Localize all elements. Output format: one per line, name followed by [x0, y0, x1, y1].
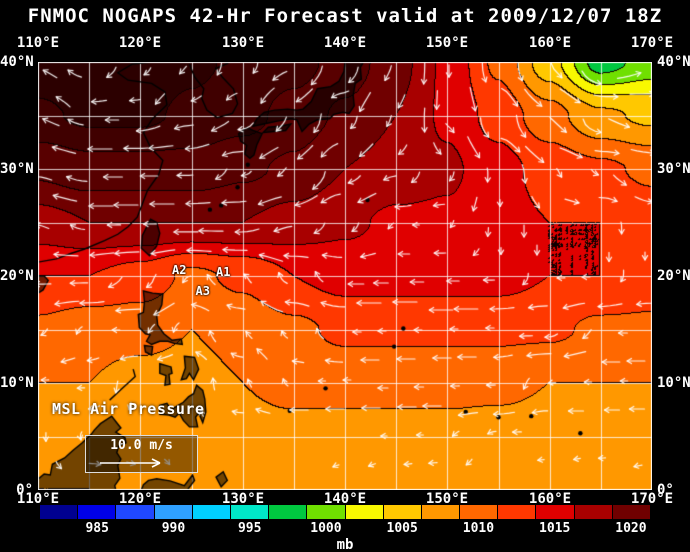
colorbar-tick-label: 1015	[539, 521, 571, 536]
colorbar-segment	[345, 505, 383, 519]
lat-tick-right-0: 0°	[657, 482, 674, 498]
colorbar-segment	[383, 505, 421, 519]
storm-marker-a1: A1	[215, 264, 231, 279]
colorbar-tick-label: 990	[161, 521, 186, 536]
lon-tick-bottom-140e: 140°E	[323, 491, 367, 507]
wind-scale-box: 10.0 m/s	[85, 435, 198, 473]
map-area: A2 A1 A3 MSL Air Pressure 10.0 m/s	[38, 62, 652, 490]
colorbar-segment	[116, 505, 154, 519]
lon-tick-top-140e: 140°E	[323, 35, 367, 51]
colorbar-segment	[307, 505, 345, 519]
storm-marker-a2: A2	[171, 262, 187, 277]
colorbar-segment	[230, 505, 269, 519]
lon-tick-top-130e: 130°E	[221, 35, 265, 51]
colorbar-tick-label: 1020	[615, 521, 647, 536]
lat-tick-right-30n: 30°N	[657, 161, 690, 177]
lat-tick-left-40n: 40°N	[0, 54, 34, 70]
lon-tick-bottom-120e: 120°E	[118, 491, 162, 507]
lon-tick-top-160e: 160°E	[528, 35, 572, 51]
lat-tick-right-40n: 40°N	[657, 54, 690, 70]
colorbar-tick-label: 1005	[386, 521, 418, 536]
lon-tick-top-110e: 110°E	[16, 35, 60, 51]
lon-tick-bottom-130e: 130°E	[221, 491, 265, 507]
chart-title: FNMOC NOGAPS 42-Hr Forecast valid at 200…	[27, 5, 663, 27]
colorbar-segment	[78, 505, 116, 519]
lon-tick-top-120e: 120°E	[118, 35, 162, 51]
lon-tick-bottom-150e: 150°E	[425, 491, 469, 507]
colorbar-segment	[269, 505, 307, 519]
colorbar-tick-labels: 985 990 995 1000 1005 1010 1015 1020	[40, 521, 650, 536]
colorbar-tick-label: 1000	[310, 521, 342, 536]
lon-tick-bottom-160e: 160°E	[528, 491, 572, 507]
storm-marker-a3: A3	[195, 283, 210, 298]
colorbar-segment	[154, 505, 192, 519]
lat-tick-left-20n: 20°N	[0, 268, 34, 284]
colorbar-segment	[460, 505, 498, 519]
lat-tick-right-20n: 20°N	[657, 268, 690, 284]
colorbar-tick-label: 995	[237, 521, 262, 536]
colorbar	[40, 505, 650, 519]
colorbar-tick-label: 1010	[462, 521, 495, 536]
colorbar-segment	[536, 505, 574, 519]
wind-scale-label: 10.0 m/s	[110, 438, 173, 453]
lon-tick-top-170e: 170°E	[630, 35, 674, 51]
colorbar-tick-label: 985	[85, 521, 109, 536]
wind-scale-arrow-icon	[100, 458, 161, 468]
colorbar-segment	[574, 505, 612, 519]
colorbar-unit: mb	[336, 537, 354, 552]
colorbar-segment	[421, 505, 460, 519]
colorbar-segment	[612, 505, 650, 519]
field-label: MSL Air Pressure	[52, 400, 205, 418]
pressure-map-canvas	[38, 62, 652, 490]
lon-tick-top-150e: 150°E	[425, 35, 469, 51]
lat-tick-right-10n: 10°N	[657, 375, 690, 391]
colorbar-segment	[40, 505, 78, 519]
colorbar-segment	[498, 505, 536, 519]
lat-tick-left-10n: 10°N	[0, 375, 34, 391]
lat-tick-left-30n: 30°N	[0, 161, 34, 177]
lon-tick-bottom-110e: 110°E	[16, 491, 60, 507]
lat-tick-left-0: 0°	[16, 482, 33, 498]
lon-tick-bottom-170e: 170°E	[630, 491, 674, 507]
colorbar-segment	[192, 505, 230, 519]
